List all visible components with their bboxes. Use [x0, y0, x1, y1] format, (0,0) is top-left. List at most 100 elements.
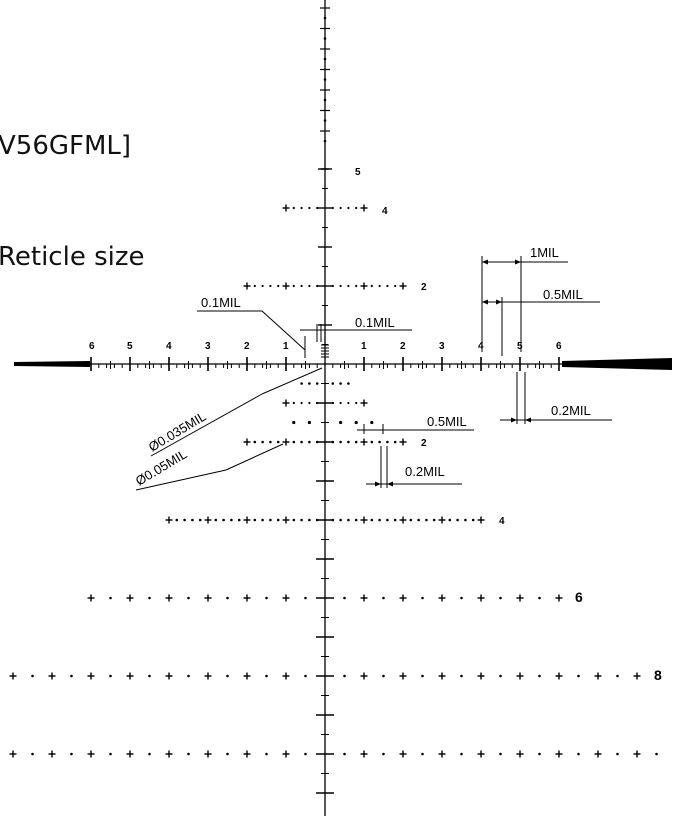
lower-row-dot — [269, 518, 272, 522]
upper-row-dot — [355, 206, 358, 210]
lower-row-dot — [343, 752, 346, 756]
lower-row-dot — [421, 674, 424, 678]
dim-label-0-5mil-bottom: 0.5MIL — [427, 414, 467, 429]
h-label-left-3: 3 — [205, 341, 211, 352]
holdover-dots — [9, 16, 658, 758]
dim-035-leader — [261, 367, 323, 395]
row1-dot — [339, 401, 342, 405]
dim-label-0-2mil-right: 0.2MIL — [551, 403, 591, 418]
lower-label-4: 4 — [499, 516, 505, 527]
lower-row-dot — [109, 752, 112, 756]
v-upper-dot — [323, 98, 327, 102]
lower-row-dot — [226, 674, 229, 678]
upper-label-4: 4 — [382, 206, 388, 217]
upper-row-dot — [308, 206, 311, 210]
upper-row-dot — [331, 284, 334, 288]
upper-row-dot — [277, 284, 280, 288]
lower-row-dot — [448, 518, 452, 522]
upper-row-dot — [261, 284, 264, 288]
row1-dot — [347, 401, 350, 405]
upper-row-dot — [292, 284, 295, 288]
lower-row-dot — [456, 518, 459, 522]
dim-label-dot-0-035mil: Ø0.035MIL — [146, 409, 209, 455]
lower-row-dot — [616, 752, 619, 756]
h-label-left-4: 4 — [166, 341, 172, 352]
lower-row-dot — [300, 518, 303, 522]
lower-row-dot — [148, 596, 151, 600]
lower-row-dot — [226, 596, 229, 600]
lower-row-dot — [655, 752, 658, 756]
upper-row-dot — [300, 206, 303, 210]
upper-row-dot — [316, 206, 319, 210]
cluster-dot — [339, 382, 342, 385]
upper-row-dot — [253, 284, 256, 288]
row15-dot — [292, 420, 296, 425]
lower-row-dot — [187, 752, 190, 756]
upper-row-dot — [347, 206, 350, 210]
cluster-dot — [315, 382, 319, 385]
lower-row-dot — [370, 518, 374, 522]
dim-label-dot-0-05mil: Ø0.05MIL — [133, 446, 190, 488]
lower-row-dot — [109, 596, 112, 600]
lower-row-dot — [460, 596, 463, 600]
row1-dot — [308, 401, 311, 405]
holdover-labels: 5 4 2 2 4 6 8 — [355, 167, 662, 683]
lower-row-dot — [304, 596, 307, 600]
lower-row-dot — [183, 518, 186, 522]
lower-row-dot — [417, 518, 420, 522]
lower-row-dot — [577, 752, 580, 756]
lower-row-dot — [378, 518, 381, 522]
h-label-right-2: 2 — [400, 341, 406, 352]
upper-row-dot — [331, 206, 334, 210]
lower-row-dot — [230, 518, 233, 522]
lower-row-dot — [292, 440, 296, 444]
v-upper-dot — [323, 139, 327, 143]
lower-row-dot — [222, 518, 225, 522]
lower-row-dot — [538, 674, 541, 678]
lower-row-dot — [499, 596, 502, 600]
lower-row-dot — [471, 518, 475, 522]
lower-row-dot — [276, 518, 280, 522]
lower-row-dot — [421, 596, 424, 600]
lower-row-dot — [393, 518, 397, 522]
lower-row-dot — [354, 440, 358, 444]
lower-row-dot — [237, 518, 241, 522]
dim-02mil-right-arrow-l — [511, 417, 517, 423]
lower-row-dot — [265, 752, 268, 756]
dim-label-0-1mil-left: 0.1MIL — [201, 295, 241, 310]
lower-row-dot — [187, 596, 190, 600]
lower-label-6: 6 — [575, 589, 583, 605]
v-upper-dot — [323, 37, 327, 40]
lower-row-dot — [148, 752, 151, 756]
h-label-right-6: 6 — [556, 341, 562, 352]
lower-row-dot — [300, 440, 303, 444]
lower-row-dot — [265, 596, 268, 600]
lower-row-dot — [370, 440, 374, 444]
v-upper-dot — [323, 57, 327, 61]
upper-row-dot — [386, 284, 389, 288]
upper-row-dot — [269, 284, 272, 288]
lower-row-dot — [343, 674, 346, 678]
lower-row-dot — [70, 674, 73, 678]
lower-row-dot — [393, 440, 397, 444]
lower-row-dot — [226, 752, 229, 756]
lower-row-dot — [253, 440, 257, 444]
upper-row-dot — [370, 284, 373, 288]
dim-label-1mil: 1MIL — [530, 245, 559, 260]
h-label-right-4: 4 — [478, 341, 484, 352]
upper-row-dot — [347, 284, 350, 288]
upper-label-2: 2 — [421, 282, 427, 293]
lower-row-dot — [538, 596, 541, 600]
dim-label-0-1mil-right: 0.1MIL — [355, 315, 395, 330]
upper-row-dot — [300, 284, 303, 288]
lower-label-8: 8 — [654, 667, 662, 683]
lower-row-dot — [421, 752, 424, 756]
upper-row-dot — [292, 206, 295, 210]
lower-row-dot — [109, 674, 112, 678]
dim-05mil-top-arrow-l — [482, 299, 488, 305]
upper-label-5: 5 — [355, 167, 361, 178]
lower-row-dot — [339, 518, 342, 522]
lower-row-dot — [148, 674, 151, 678]
lower-row-dot — [261, 518, 264, 522]
